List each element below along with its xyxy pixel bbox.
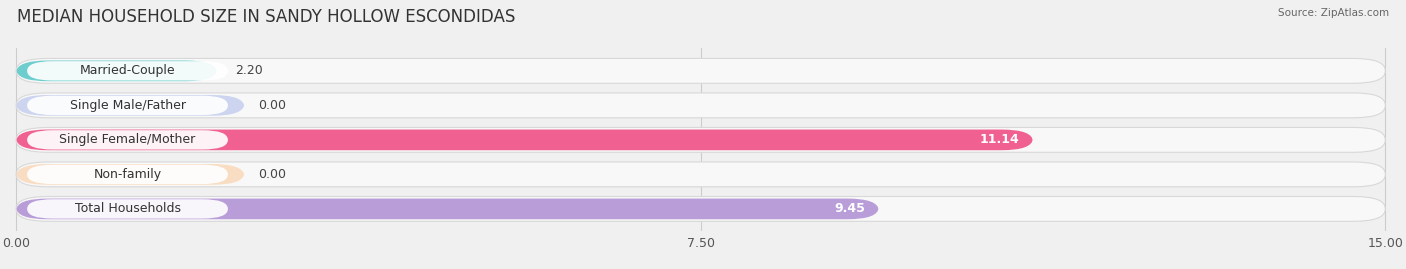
Text: 0.00: 0.00 xyxy=(259,168,285,181)
FancyBboxPatch shape xyxy=(27,61,228,80)
FancyBboxPatch shape xyxy=(15,196,1385,221)
FancyBboxPatch shape xyxy=(27,96,228,115)
Text: 9.45: 9.45 xyxy=(834,202,865,215)
FancyBboxPatch shape xyxy=(15,61,217,81)
FancyBboxPatch shape xyxy=(15,95,245,116)
FancyBboxPatch shape xyxy=(27,130,228,150)
Text: 11.14: 11.14 xyxy=(980,133,1019,146)
FancyBboxPatch shape xyxy=(15,199,879,219)
FancyBboxPatch shape xyxy=(27,165,228,184)
FancyBboxPatch shape xyxy=(15,58,1385,83)
FancyBboxPatch shape xyxy=(15,128,1385,152)
FancyBboxPatch shape xyxy=(15,162,1385,187)
Text: 0.00: 0.00 xyxy=(259,99,285,112)
Text: Total Households: Total Households xyxy=(75,202,180,215)
Text: 2.20: 2.20 xyxy=(235,64,263,77)
Text: Single Male/Father: Single Male/Father xyxy=(69,99,186,112)
Text: Married-Couple: Married-Couple xyxy=(80,64,176,77)
FancyBboxPatch shape xyxy=(27,199,228,219)
FancyBboxPatch shape xyxy=(15,130,1033,150)
Text: Source: ZipAtlas.com: Source: ZipAtlas.com xyxy=(1278,8,1389,18)
FancyBboxPatch shape xyxy=(15,164,245,185)
Text: Single Female/Mother: Single Female/Mother xyxy=(59,133,195,146)
FancyBboxPatch shape xyxy=(15,93,1385,118)
Text: MEDIAN HOUSEHOLD SIZE IN SANDY HOLLOW ESCONDIDAS: MEDIAN HOUSEHOLD SIZE IN SANDY HOLLOW ES… xyxy=(17,8,515,26)
Text: Non-family: Non-family xyxy=(93,168,162,181)
